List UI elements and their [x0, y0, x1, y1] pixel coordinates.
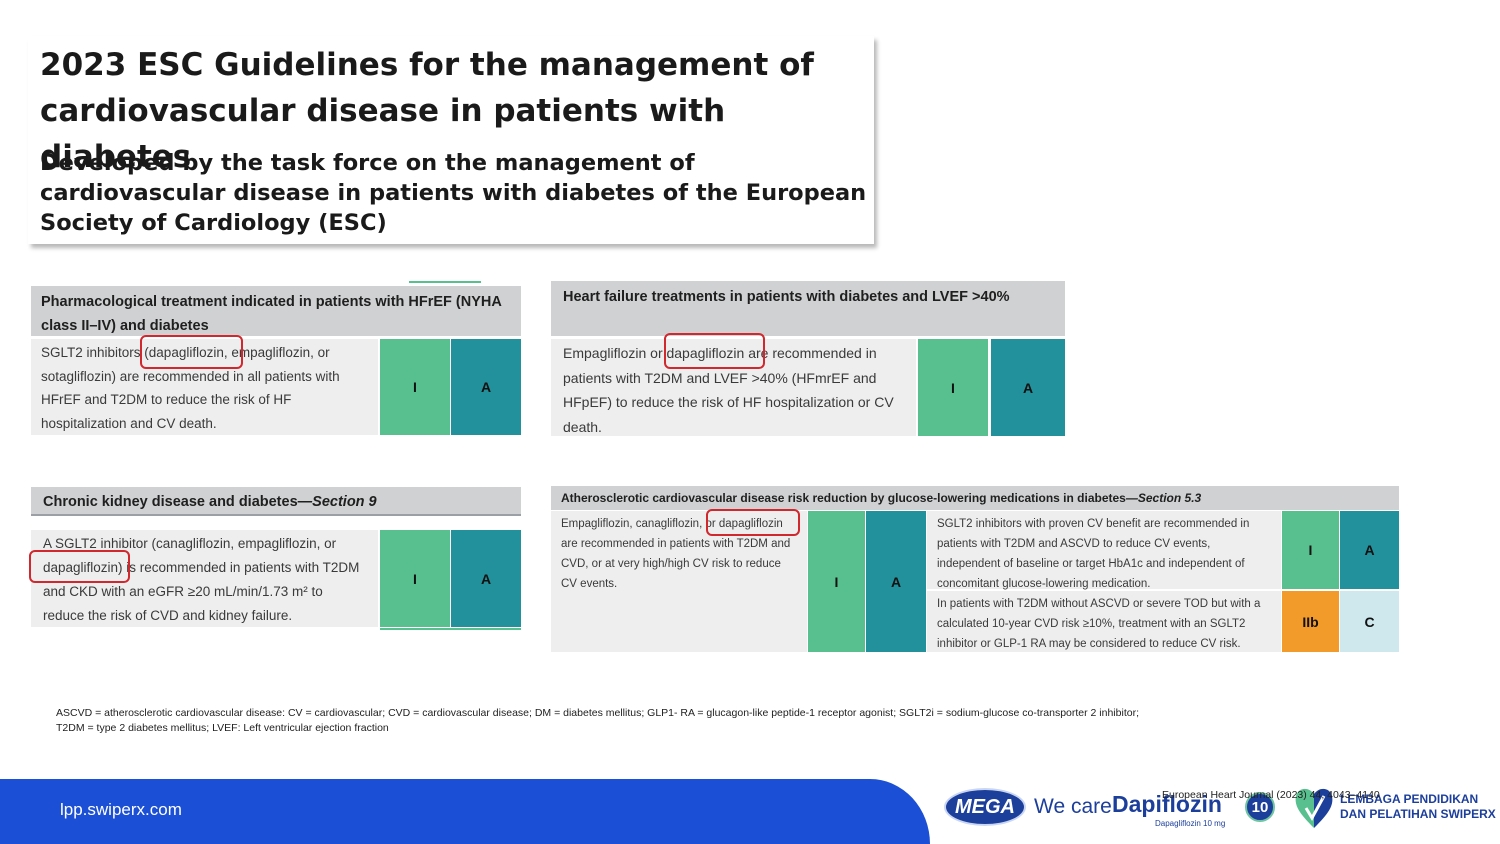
ascvd-table: Atherosclerotic cardiovascular disease r…	[551, 486, 1399, 652]
product-name: Dapiflozin	[1112, 791, 1222, 817]
ckd-header-title: Chronic kidney disease and diabetes	[43, 494, 298, 510]
ascvd-table-header: Atherosclerotic cardiovascular disease r…	[551, 486, 1399, 510]
mega-logo: MEGA	[944, 788, 1026, 826]
ckd-class-cell: I	[380, 530, 450, 627]
page-title: 2023 ESC Guidelines for the management o…	[40, 47, 814, 175]
dapagliflozin-highlight	[140, 335, 243, 369]
ascvd-right-level-cell-1: A	[1340, 511, 1399, 589]
lvef-table: Heart failure treatments in patients wit…	[551, 281, 1065, 436]
ascvd-right-class-cell-2: IIb	[1282, 591, 1339, 652]
footer-url-link[interactable]: lpp.swiperx.com	[60, 800, 182, 819]
ckd-header-section: —Section 9	[297, 494, 377, 510]
hfref-class-cell: I	[380, 339, 450, 435]
lvef-table-header: Heart failure treatments in patients wit…	[551, 281, 1065, 336]
hfref-table-text: SGLT2 inhibitors (dapagliflozin, empagli…	[31, 339, 378, 435]
hfref-level-cell: A	[451, 339, 521, 435]
lvef-level-cell: A	[991, 339, 1065, 436]
swiperx-heart-icon	[1295, 788, 1333, 828]
table-top-line	[409, 281, 481, 283]
table-bottom-line	[380, 628, 521, 630]
ckd-table: Chronic kidney disease and diabetes—Sect…	[29, 487, 521, 631]
title-card: 2023 ESC Guidelines for the management o…	[28, 36, 874, 244]
journal-reference: European Heart Journal (2023) 44, 4043–4…	[1162, 789, 1380, 801]
ascvd-left-level-cell: A	[866, 511, 926, 652]
ascvd-right-class-cell-1: I	[1282, 511, 1339, 589]
ckd-level-cell: A	[451, 530, 521, 627]
abbreviations-footnote: ASCVD = atherosclerotic cardiovascular d…	[56, 707, 1139, 734]
footer-bar	[0, 779, 930, 844]
lvef-table-text: Empagliflozin or dapagliflozin are recom…	[551, 339, 916, 436]
we-care-tagline: We care	[1034, 795, 1112, 818]
product-badge-10: 10	[1245, 792, 1275, 822]
lvef-class-cell: I	[918, 339, 988, 436]
ckd-table-header: Chronic kidney disease and diabetes—Sect…	[31, 487, 521, 516]
dapagliflozin-highlight	[664, 333, 765, 369]
dapagliflozin-highlight	[706, 509, 800, 536]
product-subtitle: Dapagliflozin 10 mg	[1155, 819, 1226, 828]
ascvd-header-section: —Section 5.3	[1125, 491, 1202, 505]
org-name: LEMBAGA PENDIDIKAN DAN PELATIHAN SWIPERX	[1340, 792, 1496, 821]
ascvd-right-text-1: SGLT2 inhibitors with proven CV benefit …	[927, 511, 1281, 590]
ascvd-right-text-2: In patients with T2DM without ASCVD or s…	[927, 591, 1281, 652]
hfref-table-header: Pharmacological treatment indicated in p…	[31, 286, 521, 336]
page-subtitle: Developed by the task force on the manag…	[40, 150, 867, 236]
dapagliflozin-highlight	[29, 550, 130, 583]
ascvd-right-level-cell-2: C	[1340, 591, 1399, 652]
ascvd-header-title: Atherosclerotic cardiovascular disease r…	[561, 491, 1126, 505]
ascvd-left-class-cell: I	[808, 511, 865, 652]
hfref-table: Pharmacological treatment indicated in p…	[31, 281, 521, 435]
ckd-table-text: A SGLT2 inhibitor (canagliflozin, empagl…	[31, 530, 378, 627]
